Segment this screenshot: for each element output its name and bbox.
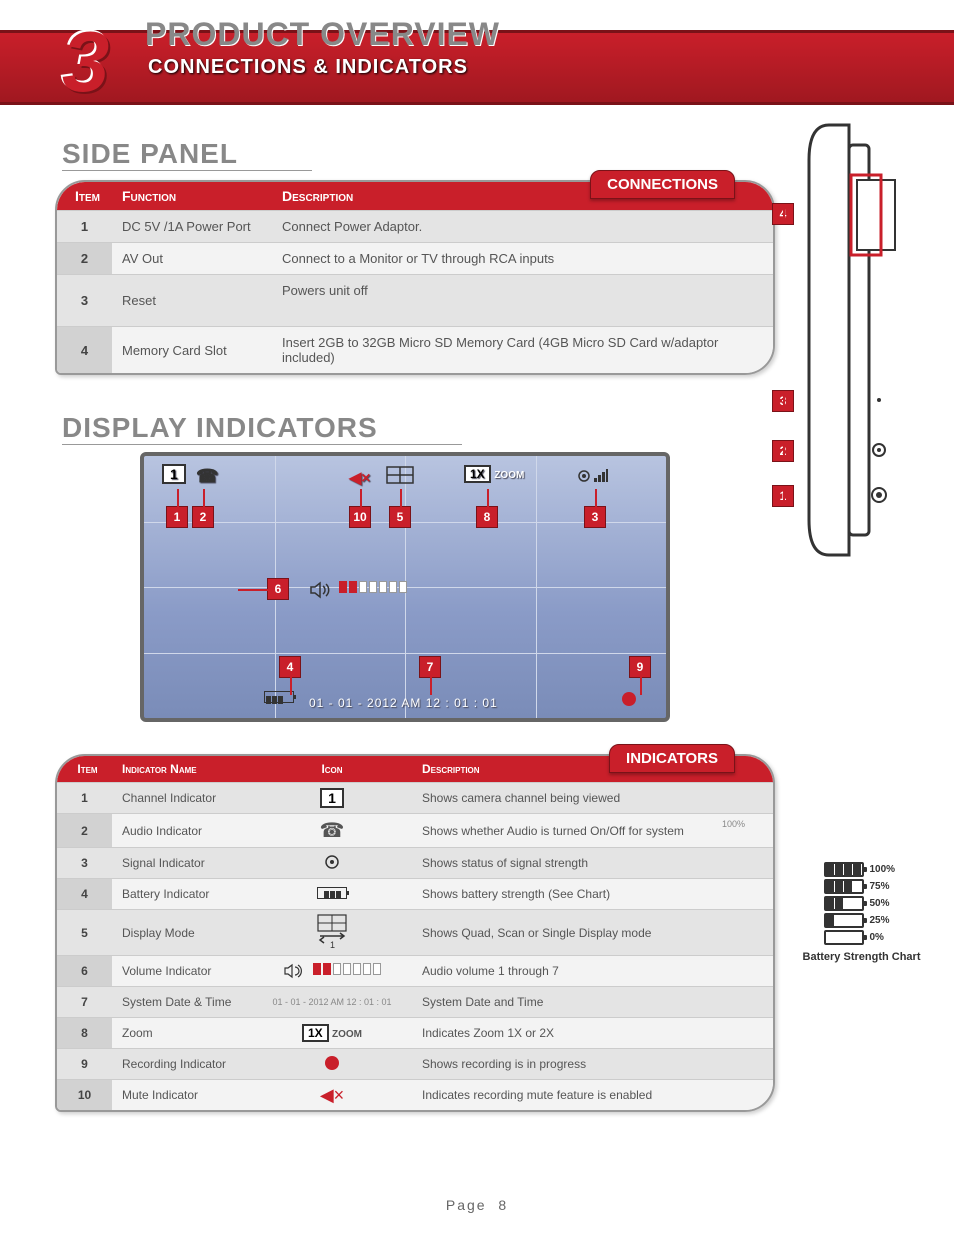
record-icon [252, 1049, 412, 1080]
table-row: 3ResetPowers unit off [57, 275, 773, 327]
chapter-number: 3 [62, 14, 109, 112]
indicators-table-wrap: INDICATORS Item Indicator Name Icon Desc… [55, 754, 775, 1112]
connections-table: Item Function Description 1DC 5V /1A Pow… [57, 182, 773, 373]
header-title: PRODUCT OVERVIEW [145, 16, 500, 53]
section-side-panel: SIDE PANEL [62, 138, 312, 171]
side-device-illustration: 4 3 2 1 [779, 120, 934, 560]
mute-icon: ◀× [252, 1080, 412, 1111]
side-tag-1: 1 [772, 485, 794, 507]
display-tag-5: 5 [389, 506, 411, 528]
osd-display-mode-icon [386, 466, 414, 487]
display-tag-6: 6 [267, 578, 289, 600]
connections-pill: CONNECTIONS [590, 170, 735, 199]
th-name: Indicator Name [112, 756, 252, 783]
table-row: 6Volume Indicator Audio volume 1 through… [57, 956, 773, 987]
th-item: Item [57, 182, 112, 211]
display-tag-9: 9 [629, 656, 651, 678]
th-function: Function [112, 182, 272, 211]
table-row: 4Battery IndicatorShows battery strength… [57, 879, 773, 910]
osd-signal-icon [576, 466, 608, 487]
display-diagram: 1 ☎ ◀× 1X ZOOM 01 - 01 - 2012 AM 12 : 01… [140, 452, 670, 732]
osd-datetime: 01 - 01 - 2012 AM 12 : 01 : 01 [309, 696, 498, 710]
display-tag-2: 2 [192, 506, 214, 528]
table-row: 1Channel Indicator1Shows camera channel … [57, 783, 773, 814]
battery-strength-chart: 100%75%50%25%0% Battery Strength Chart [789, 860, 934, 964]
display-tag-10: 10 [349, 506, 371, 528]
table-row: 1DC 5V /1A Power PortConnect Power Adapt… [57, 211, 773, 243]
section-display-indicators: DISPLAY INDICATORS [62, 412, 462, 445]
osd-channel: 1 [162, 466, 186, 482]
table-row: 2Audio Indicator☎Shows whether Audio is … [57, 814, 773, 848]
zoom-icon: 1X ZOOM [252, 1018, 412, 1049]
display-tag-4: 4 [279, 656, 301, 678]
table-row: 5Display Mode1Shows Quad, Scan or Single… [57, 910, 773, 956]
table-row: 3Signal IndicatorShows status of signal … [57, 848, 773, 879]
osd-record-icon [622, 692, 636, 706]
battery-chart-title: Battery Strength Chart [789, 951, 934, 964]
display-tag-8: 8 [476, 506, 498, 528]
osd-mute-icon: ◀× [349, 468, 371, 488]
table-row: 2AV OutConnect to a Monitor or TV throug… [57, 243, 773, 275]
th-item: Item [57, 756, 112, 783]
indicators-table: Item Indicator Name Icon Description 1Ch… [57, 756, 773, 1110]
svg-text:1: 1 [330, 940, 335, 948]
table-row: 7System Date & Time01 - 01 - 2012 AM 12 … [57, 987, 773, 1018]
osd-volume [309, 581, 407, 599]
display-tag-3: 3 [584, 506, 606, 528]
connections-table-wrap: CONNECTIONS Item Function Description 1D… [55, 180, 775, 375]
side-tag-3: 3 [772, 390, 794, 412]
osd-audio-icon: ☎ [196, 466, 218, 487]
side-tag-2: 2 [772, 440, 794, 462]
display-tag-1: 1 [166, 506, 188, 528]
signal-icon [252, 848, 412, 879]
th-icon: Icon [252, 756, 412, 783]
table-row: 4Memory Card SlotInsert 2GB to 32GB Micr… [57, 327, 773, 374]
audio-icon: ☎ [252, 814, 412, 848]
indicators-pill: INDICATORS [609, 744, 735, 773]
table-row: 8Zoom1X ZOOMIndicates Zoom 1X or 2X [57, 1018, 773, 1049]
header-subtitle: CONNECTIONS & INDICATORS [148, 56, 468, 79]
battery-icon [252, 879, 412, 910]
table-row: 9Recording IndicatorShows recording is i… [57, 1049, 773, 1080]
datetime-icon: 01 - 01 - 2012 AM 12 : 01 : 01 [252, 987, 412, 1018]
channel-icon: 1 [252, 783, 412, 814]
page-footer: Page 8 [0, 1197, 954, 1213]
extra-100pct: 100% [722, 819, 745, 829]
volume-icon [252, 956, 412, 987]
display-mode-icon: 1 [252, 910, 412, 956]
table-row: 10Mute Indicator◀×Indicates recording mu… [57, 1080, 773, 1111]
side-tag-4: 4 [772, 203, 794, 225]
display-tag-7: 7 [419, 656, 441, 678]
osd-zoom: 1X ZOOM [464, 466, 524, 481]
